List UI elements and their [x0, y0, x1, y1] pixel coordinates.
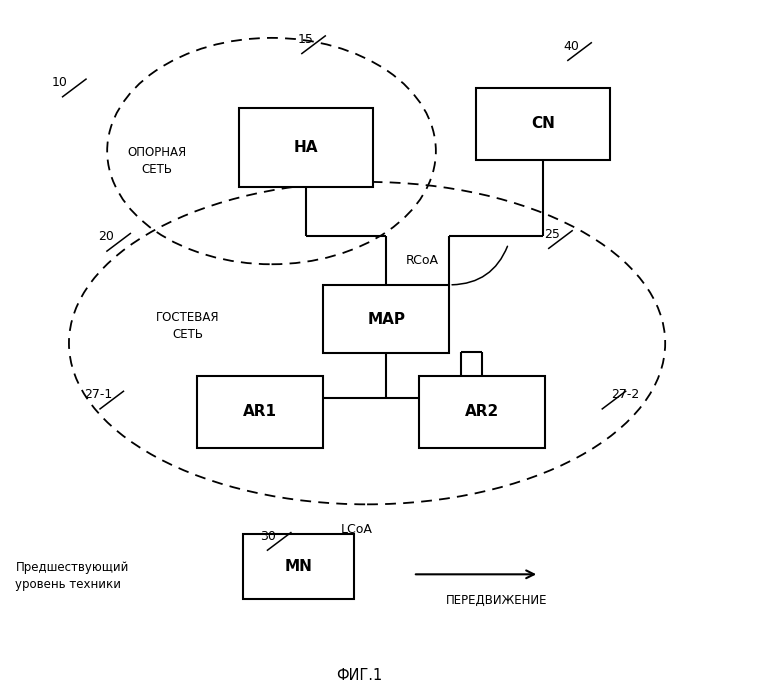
Text: MN: MN: [285, 559, 312, 573]
Text: ПЕРЕДВИЖЕНИЕ: ПЕРЕДВИЖЕНИЕ: [446, 594, 548, 607]
Text: AR1: AR1: [243, 404, 277, 419]
Bar: [243, 533, 353, 598]
Text: Предшествующий
уровень техники: Предшествующий уровень техники: [16, 561, 129, 591]
Text: 20: 20: [98, 230, 114, 244]
Bar: [476, 88, 610, 160]
Text: ГОСТЕВАЯ
СЕТЬ: ГОСТЕВАЯ СЕТЬ: [156, 311, 219, 341]
Text: MAP: MAP: [367, 312, 405, 327]
Text: 40: 40: [563, 41, 579, 53]
Text: 30: 30: [260, 530, 275, 543]
Text: CN: CN: [531, 116, 555, 131]
Bar: [323, 285, 449, 354]
Bar: [419, 376, 544, 448]
Text: ОПОРНАЯ
СЕТЬ: ОПОРНАЯ СЕТЬ: [127, 146, 186, 176]
Text: AR2: AR2: [465, 404, 499, 419]
Text: RCoA: RCoA: [406, 254, 438, 267]
Text: HA: HA: [293, 140, 318, 155]
Text: LCoA: LCoA: [340, 523, 372, 536]
Bar: [197, 376, 323, 448]
Text: ФИГ.1: ФИГ.1: [336, 668, 382, 683]
Text: 15: 15: [298, 34, 314, 46]
Bar: [239, 108, 373, 187]
Text: 27-2: 27-2: [612, 388, 640, 401]
Text: 25: 25: [544, 228, 560, 242]
Text: 27-1: 27-1: [84, 388, 112, 401]
Text: 10: 10: [51, 76, 68, 89]
